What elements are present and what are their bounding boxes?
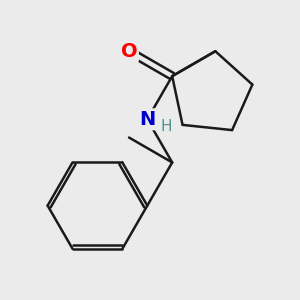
Text: N: N: [139, 110, 155, 129]
Text: O: O: [121, 42, 137, 61]
Text: H: H: [160, 119, 172, 134]
